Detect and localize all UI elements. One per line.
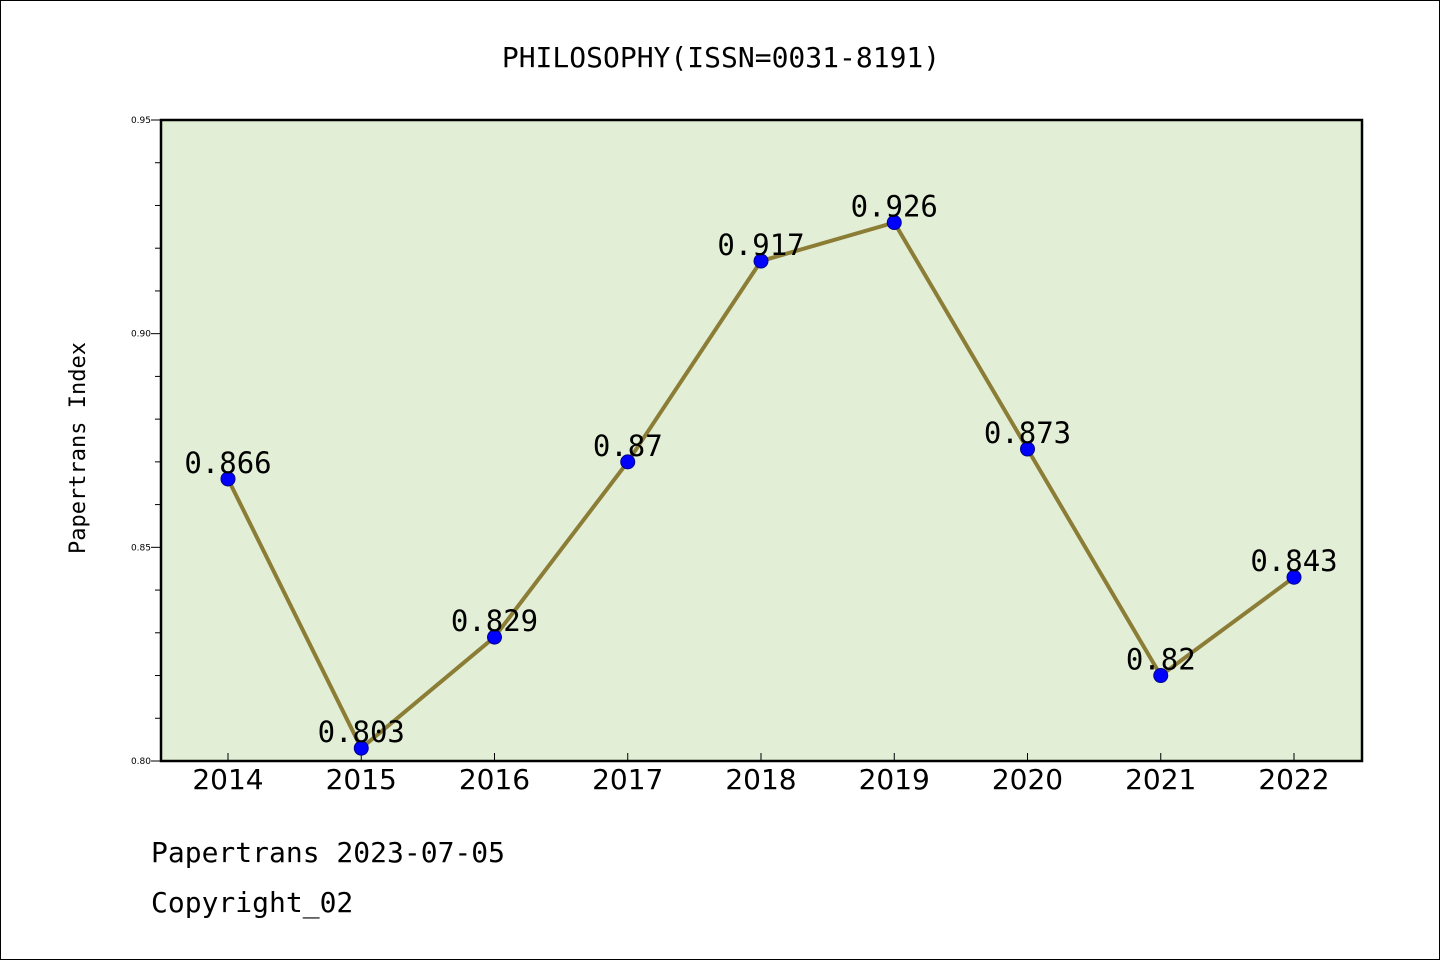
x-tick-label: 2020 (992, 763, 1063, 796)
data-label: 0.866 (184, 446, 271, 480)
data-point (487, 629, 502, 645)
y-axis-label: Papertrans Index (66, 342, 91, 554)
data-point (1286, 569, 1302, 585)
data-label: 0.926 (851, 190, 938, 224)
x-tick-label: 2018 (725, 763, 796, 796)
x-tick-label: 2017 (592, 763, 663, 796)
data-label: 0.829 (451, 604, 538, 638)
footer-source: Papertrans 2023-07-05 (151, 836, 506, 869)
y-tick-label: 0.80 (131, 757, 151, 767)
data-label: 0.917 (717, 228, 804, 262)
data-point (886, 215, 902, 231)
x-tick-label: 2016 (459, 763, 530, 796)
y-tick-label: 0.90 (131, 330, 151, 340)
plot-border (159, 118, 1364, 763)
data-point (220, 471, 236, 487)
data-point (1153, 668, 1169, 684)
data-label: 0.843 (1250, 544, 1337, 578)
x-tick-label: 2014 (192, 763, 263, 796)
x-axis-ticks: 2014 2015 2016 2017 2018 2019 2020 2021 2022 (192, 753, 1330, 796)
x-tick-label: 2021 (1125, 763, 1196, 796)
data-point (620, 454, 636, 470)
x-tick-label: 2019 (859, 763, 930, 796)
y-tick-label: 0.95 (131, 116, 151, 126)
data-label: 0.82 (1126, 643, 1196, 677)
y-axis-ticks: 0.80 0.85 0.90 0.95 (131, 116, 161, 767)
data-point (353, 740, 369, 756)
data-point (753, 253, 769, 269)
plot-area (161, 120, 1362, 761)
data-label: 0.873 (984, 416, 1071, 450)
x-tick-label: 2015 (326, 763, 397, 796)
series-markers (220, 215, 1302, 756)
data-labels: 0.866 0.803 0.829 0.87 0.917 0.926 0.873 0.82 0.… (184, 190, 1337, 750)
x-tick-label: 2022 (1258, 763, 1329, 796)
footer-copyright: Copyright_02 (151, 886, 354, 919)
y-tick-label: 0.85 (131, 543, 151, 553)
chart-title: PHILOSOPHY(ISSN=0031-8191) (502, 41, 940, 74)
data-point (1020, 441, 1035, 457)
data-label: 0.803 (318, 715, 405, 749)
data-label: 0.87 (593, 429, 663, 463)
